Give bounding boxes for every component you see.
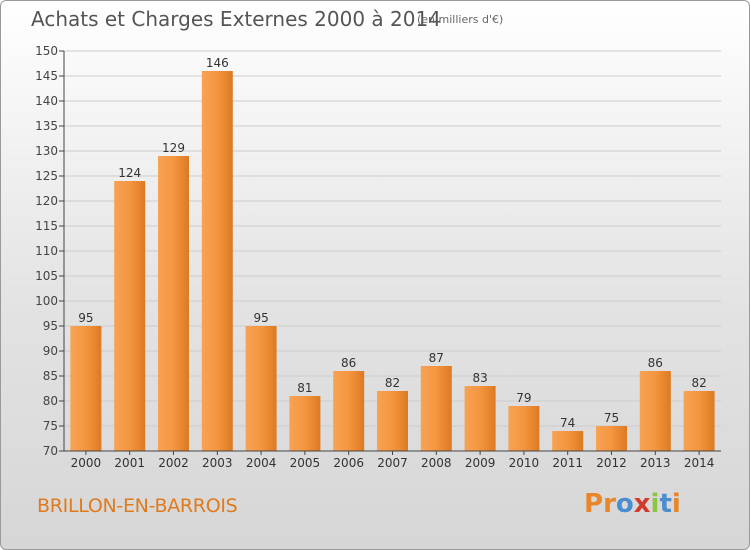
- bar: [420, 366, 452, 451]
- bar: [333, 371, 365, 451]
- data-label: 86: [648, 356, 663, 370]
- x-tick-label: 2010: [509, 456, 540, 470]
- bar: [201, 71, 233, 451]
- x-tick-label: 2005: [290, 456, 321, 470]
- x-tick-label: 2003: [202, 456, 233, 470]
- data-label: 124: [118, 166, 141, 180]
- data-label: 74: [560, 416, 575, 430]
- data-label: 87: [429, 351, 444, 365]
- proxiti-logo: Proxiti: [584, 489, 681, 519]
- data-label: 86: [341, 356, 356, 370]
- data-label: 95: [253, 311, 268, 325]
- logo-letter: P: [584, 489, 604, 519]
- y-tick-label: 105: [35, 269, 58, 283]
- data-label: 83: [472, 371, 487, 385]
- bar: [552, 431, 584, 451]
- data-label: 129: [162, 141, 185, 155]
- y-tick-label: 95: [43, 319, 58, 333]
- y-tick-label: 150: [35, 44, 58, 58]
- data-label: 81: [297, 381, 312, 395]
- bar: [508, 406, 540, 451]
- y-tick-label: 115: [35, 219, 58, 233]
- bar: [245, 326, 277, 451]
- x-tick-label: 2006: [333, 456, 364, 470]
- y-tick-label: 80: [43, 394, 58, 408]
- x-tick-label: 2001: [114, 456, 145, 470]
- y-tick-label: 125: [35, 169, 58, 183]
- commune-name: BRILLON-EN-BARROIS: [37, 495, 238, 517]
- logo-letter: x: [633, 489, 651, 519]
- y-tick-label: 90: [43, 344, 58, 358]
- bar: [158, 156, 189, 451]
- x-tick-label: 2002: [158, 456, 189, 470]
- bar: [639, 371, 671, 451]
- x-tick-label: 2012: [596, 456, 627, 470]
- y-tick-label: 110: [35, 244, 58, 258]
- y-tick-label: 75: [43, 419, 58, 433]
- x-tick-label: 2014: [684, 456, 715, 470]
- x-tick-label: 2007: [377, 456, 408, 470]
- x-tick-label: 2013: [640, 456, 671, 470]
- x-tick-label: 2009: [465, 456, 496, 470]
- data-label: 146: [206, 56, 229, 70]
- logo-letter: i: [650, 489, 660, 519]
- bar: [289, 396, 321, 451]
- y-tick-label: 135: [35, 119, 58, 133]
- x-tick-label: 2008: [421, 456, 452, 470]
- x-tick-label: 2000: [71, 456, 102, 470]
- chart-title: Achats et Charges Externes 2000 à 2014: [31, 7, 441, 31]
- y-tick-label: 120: [35, 194, 58, 208]
- y-tick-label: 85: [43, 369, 58, 383]
- logo-letter: r: [603, 489, 616, 519]
- x-tick-label: 2004: [246, 456, 277, 470]
- logo-letter: o: [615, 489, 634, 519]
- y-tick-label: 145: [35, 69, 58, 83]
- y-tick-label: 130: [35, 144, 58, 158]
- x-tick-label: 2011: [552, 456, 583, 470]
- y-tick-label: 70: [43, 444, 58, 458]
- data-label: 82: [385, 376, 400, 390]
- bar: [114, 181, 146, 451]
- logo-letter: i: [671, 489, 681, 519]
- bar: [70, 326, 102, 451]
- y-tick-label: 140: [35, 94, 58, 108]
- data-label: 79: [516, 391, 531, 405]
- bar: [464, 386, 496, 451]
- logo-letter: t: [659, 489, 672, 519]
- data-label: 82: [691, 376, 706, 390]
- bar: [683, 391, 715, 451]
- bar: [596, 426, 627, 451]
- bar: [377, 391, 408, 451]
- chart-subtitle: (en milliers d'€): [417, 13, 504, 26]
- y-tick-label: 100: [35, 294, 58, 308]
- data-label: 95: [78, 311, 93, 325]
- data-label: 75: [604, 411, 619, 425]
